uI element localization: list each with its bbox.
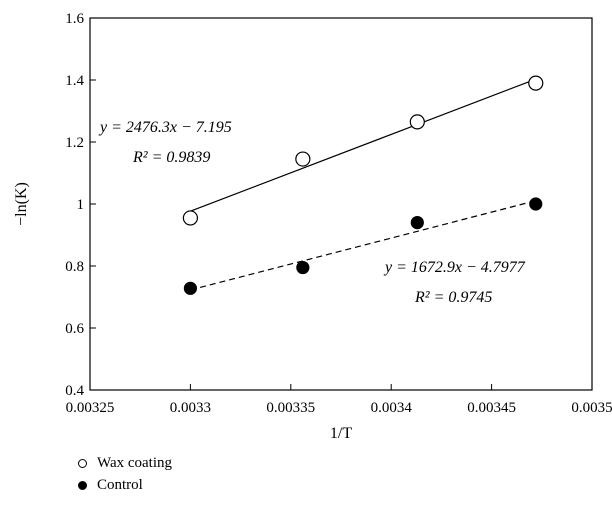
filled-circle-icon — [78, 480, 87, 490]
wax-coating-point — [182, 210, 198, 226]
x-tick-label: 0.00325 — [66, 400, 115, 416]
equation-labels: y = 2476.3x − 7.195 R² = 0.9839 y = 1672.9… — [98, 119, 526, 306]
y-tick-label: 0.6 — [65, 321, 84, 337]
legend-item-wax-coating: Wax coating — [78, 452, 172, 474]
y-tick-label: 1.6 — [65, 11, 84, 27]
equation-label-control: y = 1672.9x − 4.7977 — [383, 259, 526, 276]
x-tick-label: 0.0033 — [170, 400, 211, 416]
control-point — [410, 216, 424, 230]
legend-item-control: Control — [78, 474, 172, 496]
trendlines — [190, 78, 536, 291]
wax-coating-point — [409, 114, 425, 130]
x-axis-title: 1/T — [330, 425, 352, 440]
chart: 0.00325 0.0033 0.00335 0.0034 0.00345 0.0035 0… — [13, 11, 612, 440]
control-point — [529, 197, 543, 211]
equation-label-wax-coating: y = 2476.3x − 7.195 — [98, 119, 232, 136]
x-tick-label: 0.00345 — [467, 400, 516, 416]
wax-coating-point — [528, 75, 544, 91]
open-circle-icon — [78, 458, 87, 468]
y-tick-label: 1 — [77, 197, 85, 213]
y-axis-title: −ln(K) — [13, 182, 30, 226]
legend-label-control: Control — [97, 476, 143, 493]
x-tick-label: 0.0035 — [571, 400, 612, 416]
y-tick-label: 1.4 — [65, 73, 84, 89]
trendline-control — [190, 200, 536, 291]
plot-border — [89, 17, 593, 391]
plot-frame — [89, 17, 593, 391]
data-points — [182, 75, 544, 295]
control-point — [183, 281, 197, 295]
r2-label-wax-coating: R² = 0.9839 — [132, 149, 210, 166]
legend: Wax coating Control — [78, 452, 172, 496]
y-tick-label: 1.2 — [65, 135, 84, 151]
x-tick-label: 0.0034 — [371, 400, 413, 416]
legend-label-wax-coating: Wax coating — [97, 454, 173, 471]
y-tick-label: 0.8 — [65, 259, 84, 275]
y-tick-label: 0.4 — [65, 383, 84, 399]
wax-coating-point — [295, 151, 311, 167]
trendline-wax-coating — [190, 78, 536, 212]
control-point — [296, 260, 310, 275]
r2-label-control: R² = 0.9745 — [414, 289, 492, 306]
x-tick-label: 0.00335 — [266, 400, 315, 416]
axes: 0.00325 0.0033 0.00335 0.0034 0.00345 0.0035 0… — [13, 11, 612, 440]
